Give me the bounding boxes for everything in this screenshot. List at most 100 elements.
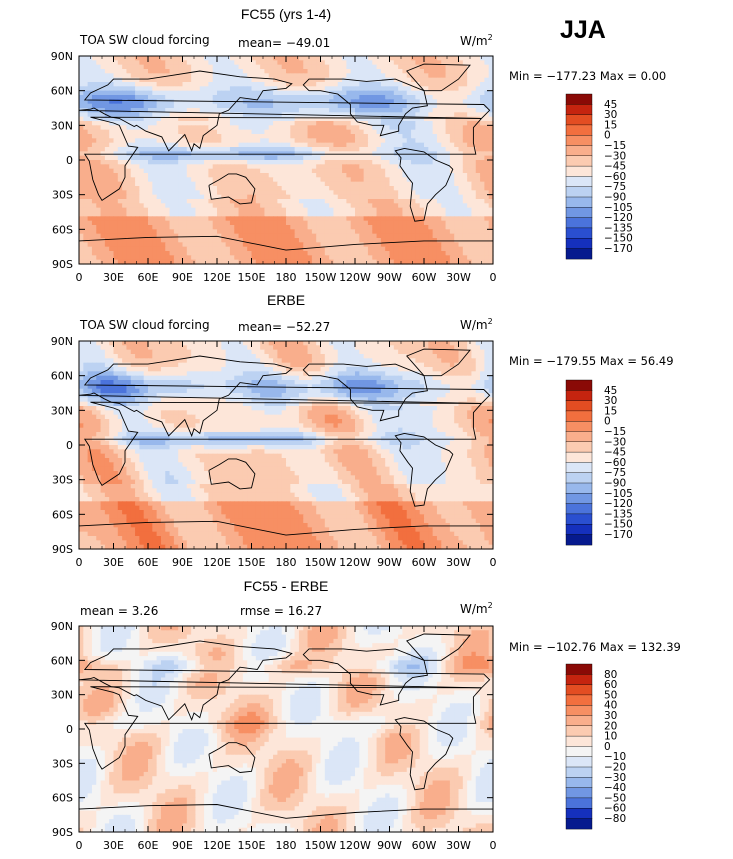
colorbar-swatch <box>565 808 593 820</box>
colorbar-label: −45 <box>604 447 626 459</box>
coastline <box>78 804 493 819</box>
lat-tick-label: 60S <box>52 508 73 521</box>
coastline <box>78 70 491 153</box>
lon-tick-label: 90W <box>377 556 402 569</box>
colorbar-label: −150 <box>604 519 633 531</box>
lon-tick-label: 60W <box>412 839 437 852</box>
coastline <box>394 432 454 507</box>
units-label: W/m2 <box>460 33 493 48</box>
colorbar-swatch <box>565 237 593 249</box>
lon-tick-label: 120E <box>203 556 231 569</box>
colorbar-label: 40 <box>604 700 617 712</box>
lon-tick-label: 0 <box>76 839 83 852</box>
lat-tick-label: 0 <box>66 439 73 452</box>
lat-tick-label: 60S <box>52 792 73 805</box>
lat-tick-label: 90N <box>51 335 73 348</box>
colorbar-label: −135 <box>604 508 633 520</box>
lon-tick-label: 120W <box>339 556 371 569</box>
colorbar-swatch <box>565 134 593 146</box>
colorbar-swatch <box>565 766 593 778</box>
lat-tick-label: 90S <box>52 258 73 271</box>
colorbar-label: 30 <box>604 395 617 407</box>
coastline <box>78 235 493 251</box>
lon-tick-label: 0 <box>490 839 497 852</box>
coastline <box>394 717 454 791</box>
colorbar-swatch <box>565 421 593 433</box>
colorbar-label: 0 <box>604 130 611 142</box>
lat-tick-label: 30S <box>52 474 73 487</box>
colorbar-swatch <box>565 493 593 505</box>
colorbar-label: 20 <box>604 720 617 732</box>
colorbar-swatch <box>565 684 593 696</box>
lon-tick-label: 90W <box>377 839 402 852</box>
lat-tick-label: 30N <box>51 689 73 702</box>
colorbar-swatch <box>565 248 593 260</box>
colorbar-label: −60 <box>604 803 626 815</box>
colorbar-2: 4530150−15−30−45−60−75−90−105−120−135−15… <box>565 379 633 546</box>
colorbar-swatch <box>565 674 593 686</box>
coastline <box>78 355 491 438</box>
lat-tick-label: 90S <box>52 543 73 556</box>
lon-tick-label: 120W <box>339 839 371 852</box>
colorbar-label: −80 <box>604 813 626 825</box>
coastline <box>302 363 428 422</box>
coastline <box>406 63 471 92</box>
colorbar-swatch <box>565 207 593 219</box>
lon-tick-label: 0 <box>490 556 497 569</box>
coastline <box>78 640 491 722</box>
colorbar-swatch <box>565 451 593 463</box>
lat-tick-label: 30S <box>52 757 73 770</box>
lon-tick-label: 30W <box>446 839 471 852</box>
lon-tick-label: 60E <box>138 556 159 569</box>
coastline <box>406 633 471 661</box>
colorbar-label: 60 <box>604 679 617 691</box>
coastline <box>83 116 482 202</box>
colorbar-swatch <box>565 155 593 167</box>
lat-tick-label: 30S <box>52 189 73 202</box>
colorbar-swatch <box>565 472 593 484</box>
colorbar-swatch <box>565 431 593 443</box>
colorbar-label: 30 <box>604 710 617 722</box>
colorbar-label: −135 <box>604 222 633 234</box>
colorbar-swatch <box>565 390 593 402</box>
colorbar-label: 0 <box>604 741 611 753</box>
colorbar-label: −60 <box>604 171 626 183</box>
colorbar-label: −90 <box>604 192 626 204</box>
lon-tick-label: 180 <box>276 271 297 284</box>
lon-tick-label: 0 <box>490 271 497 284</box>
minmax-label: Min = −102.76 Max = 132.39 <box>509 640 681 654</box>
colorbar-label: 15 <box>604 405 617 417</box>
coastline <box>83 686 482 770</box>
lat-tick-label: 30N <box>51 119 73 132</box>
lat-tick-label: 60N <box>51 85 73 98</box>
colorbar-swatch <box>565 818 593 830</box>
colorbar-swatch <box>565 114 593 126</box>
colorbar-label: −15 <box>604 426 626 438</box>
colorbar-swatch <box>565 787 593 799</box>
lon-tick-label: 90E <box>172 839 193 852</box>
mean-label: mean = 3.26 <box>80 604 159 618</box>
lat-tick-label: 0 <box>66 154 73 167</box>
colorbar-label: −30 <box>604 150 626 162</box>
colorbar-label: 80 <box>604 669 617 681</box>
colorbar-swatch <box>565 186 593 198</box>
colorbar-swatch <box>565 145 593 157</box>
colorbar-label: −10 <box>604 751 626 763</box>
colorbar-swatch <box>565 379 593 391</box>
colorbar-swatch <box>565 410 593 422</box>
lon-tick-label: 150W <box>305 556 337 569</box>
colorbar-label: 30 <box>604 109 617 121</box>
lon-tick-label: 0 <box>76 556 83 569</box>
panel-title: FC55 - ERBE <box>243 578 329 594</box>
lat-tick-label: 90N <box>51 50 73 63</box>
lon-tick-label: 90E <box>172 271 193 284</box>
lat-tick-label: 60N <box>51 370 73 383</box>
lon-tick-label: 180 <box>276 556 297 569</box>
colorbar-label: 10 <box>604 731 617 743</box>
colorbar-label: −45 <box>604 161 626 173</box>
lat-tick-label: 90S <box>52 826 73 839</box>
coastline <box>394 147 454 222</box>
